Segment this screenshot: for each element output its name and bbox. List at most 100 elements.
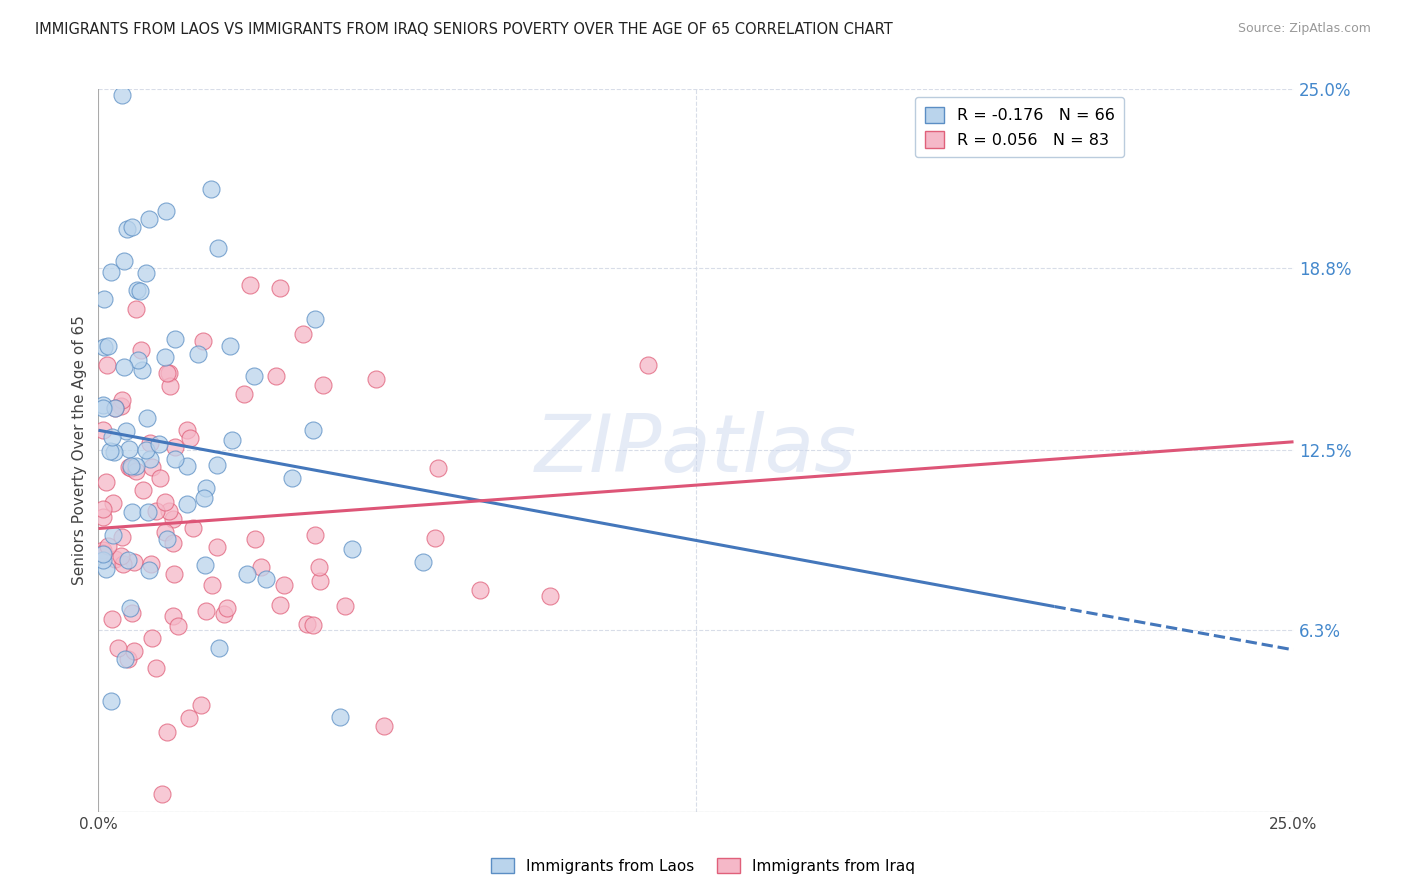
Point xyxy=(423,531,446,545)
Point xyxy=(121,220,143,235)
Point xyxy=(340,542,363,557)
Point xyxy=(148,436,170,450)
Point xyxy=(120,460,142,475)
Point xyxy=(104,552,127,566)
Point xyxy=(127,352,149,367)
Point xyxy=(426,461,449,475)
Point xyxy=(468,582,491,597)
Point xyxy=(100,612,122,626)
Point xyxy=(269,281,291,295)
Point xyxy=(138,562,160,576)
Point xyxy=(335,599,357,613)
Point xyxy=(157,366,180,380)
Point xyxy=(118,459,141,474)
Point xyxy=(132,483,155,498)
Text: IMMIGRANTS FROM LAOS VS IMMIGRANTS FROM IRAQ SENIORS POVERTY OVER THE AGE OF 65 : IMMIGRANTS FROM LAOS VS IMMIGRANTS FROM … xyxy=(35,22,893,37)
Point xyxy=(93,398,115,412)
Point xyxy=(364,372,387,386)
Point xyxy=(112,254,135,268)
Point xyxy=(98,443,121,458)
Point xyxy=(145,661,167,675)
Point xyxy=(111,87,134,102)
Point xyxy=(301,617,323,632)
Point xyxy=(103,445,125,459)
Point xyxy=(104,401,127,415)
Point xyxy=(190,698,212,712)
Point xyxy=(91,543,114,558)
Point xyxy=(155,204,177,219)
Point xyxy=(100,694,122,708)
Point xyxy=(159,379,181,393)
Point xyxy=(163,452,186,467)
Point xyxy=(91,423,114,437)
Point xyxy=(127,283,149,297)
Point xyxy=(149,471,172,485)
Point xyxy=(91,501,114,516)
Point xyxy=(239,278,262,293)
Point xyxy=(163,566,186,581)
Point xyxy=(637,358,659,372)
Point xyxy=(120,601,142,615)
Point xyxy=(101,496,124,510)
Point xyxy=(538,590,561,604)
Point xyxy=(135,443,157,458)
Point xyxy=(136,505,159,519)
Point xyxy=(110,399,132,413)
Point xyxy=(208,640,231,655)
Legend: Immigrants from Laos, Immigrants from Iraq: Immigrants from Laos, Immigrants from Ir… xyxy=(485,852,921,880)
Point xyxy=(195,604,218,618)
Point xyxy=(97,539,120,553)
Point xyxy=(135,266,157,280)
Point xyxy=(254,572,277,586)
Point xyxy=(115,222,138,236)
Text: ZIPatlas: ZIPatlas xyxy=(534,411,858,490)
Point xyxy=(131,363,153,377)
Point xyxy=(219,339,242,353)
Point xyxy=(155,350,177,364)
Point xyxy=(153,495,176,509)
Point xyxy=(243,532,266,546)
Point xyxy=(104,401,127,415)
Point xyxy=(412,555,434,569)
Text: Source: ZipAtlas.com: Source: ZipAtlas.com xyxy=(1237,22,1371,36)
Point xyxy=(139,451,162,466)
Point xyxy=(111,530,134,544)
Point xyxy=(176,423,198,437)
Point xyxy=(373,719,395,733)
Point xyxy=(273,578,295,592)
Point xyxy=(195,481,218,495)
Point xyxy=(200,181,222,195)
Legend: R = -0.176   N = 66, R = 0.056   N = 83: R = -0.176 N = 66, R = 0.056 N = 83 xyxy=(915,97,1125,158)
Point xyxy=(295,617,318,632)
Point xyxy=(91,510,114,524)
Point xyxy=(141,631,163,645)
Point xyxy=(201,578,224,592)
Point xyxy=(125,464,148,478)
Point xyxy=(312,378,335,392)
Point xyxy=(304,527,326,541)
Point xyxy=(193,491,215,505)
Point xyxy=(111,393,134,408)
Point xyxy=(304,312,326,326)
Point xyxy=(117,553,139,567)
Point xyxy=(162,536,184,550)
Point xyxy=(117,652,139,666)
Point xyxy=(125,459,148,474)
Point xyxy=(91,546,114,560)
Point xyxy=(156,366,179,380)
Point xyxy=(110,549,132,563)
Point xyxy=(153,524,176,539)
Point xyxy=(181,521,204,535)
Y-axis label: Seniors Poverty Over the Age of 65: Seniors Poverty Over the Age of 65 xyxy=(72,316,87,585)
Point xyxy=(165,441,187,455)
Point xyxy=(101,527,124,541)
Point xyxy=(157,503,180,517)
Point xyxy=(121,505,143,519)
Point xyxy=(156,724,179,739)
Point xyxy=(112,360,135,375)
Point xyxy=(117,442,139,456)
Point xyxy=(308,560,330,574)
Point xyxy=(179,431,201,445)
Point xyxy=(120,459,142,474)
Point xyxy=(150,788,173,802)
